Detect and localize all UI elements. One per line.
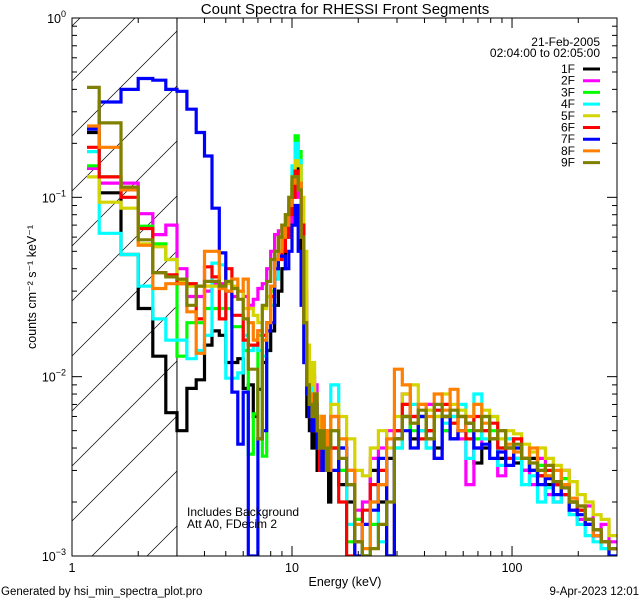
hatch-line bbox=[71, 360, 178, 467]
hatch-line bbox=[146, 525, 178, 557]
x-tick-label: 10 bbox=[285, 561, 299, 575]
legend-item-8f: 8F bbox=[561, 144, 600, 158]
footer-generated-by: Generated by hsi_min_spectra_plot.pro bbox=[1, 586, 202, 598]
legend-label: 1F bbox=[561, 62, 575, 76]
legend-item-1f: 1F bbox=[561, 62, 600, 76]
annotation-attenuator: Att A0, FDecim 2 bbox=[187, 517, 277, 531]
x-axis-label: Energy (keV) bbox=[309, 575, 382, 589]
plot-frame bbox=[71, 17, 618, 557]
hatch-line bbox=[71, 17, 136, 82]
y-tick-exponent: −3 bbox=[56, 547, 66, 557]
y-tick-label: 10−2 bbox=[42, 368, 66, 385]
y-tick-base: 10 bbox=[42, 371, 56, 385]
hatch-line bbox=[71, 17, 81, 27]
x-tick-label: 1 bbox=[69, 561, 76, 575]
footer-timestamp: 9-Apr-2023 12:01 bbox=[549, 586, 639, 598]
legend-item-2f: 2F bbox=[561, 74, 600, 88]
legend-label: 3F bbox=[561, 85, 575, 99]
legend-time-range: 02:04:00 to 02:05:00 bbox=[490, 46, 600, 60]
y-tick-label: 100 bbox=[47, 9, 66, 26]
y-tick-base: 10 bbox=[47, 12, 61, 26]
legend-item-3f: 3F bbox=[561, 85, 600, 99]
hatch-line bbox=[91, 470, 178, 557]
chart-title: Count Spectra for RHESSI Front Segments bbox=[201, 1, 489, 18]
legend-item-4f: 4F bbox=[561, 97, 600, 111]
legend-label: 9F bbox=[561, 156, 575, 170]
hatch-line bbox=[71, 195, 178, 302]
hatch-line bbox=[71, 85, 178, 192]
y-tick-exponent: −1 bbox=[56, 188, 66, 198]
hatch-line bbox=[71, 250, 178, 357]
legend-label: 4F bbox=[561, 97, 575, 111]
y-tick-label: 10−1 bbox=[42, 188, 66, 205]
hatch-line bbox=[71, 30, 178, 137]
legend-label: 6F bbox=[561, 121, 575, 135]
hatch-line bbox=[71, 305, 178, 412]
legend-label: 8F bbox=[561, 144, 575, 158]
legend-label: 7F bbox=[561, 132, 575, 146]
y-axis-label: counts cm⁻² s⁻¹ keV⁻¹ bbox=[25, 225, 39, 349]
annotation-background: Includes Background bbox=[187, 505, 299, 519]
hatch-line bbox=[71, 415, 178, 522]
legend-item-6f: 6F bbox=[561, 121, 600, 135]
legend-label: 5F bbox=[561, 109, 575, 123]
legend-item-7f: 7F bbox=[561, 132, 600, 146]
x-axis: 1 10 100 bbox=[69, 18, 618, 575]
y-tick-exponent: 0 bbox=[61, 9, 66, 19]
x-tick-label: 100 bbox=[502, 561, 523, 575]
spectrum-line-4f bbox=[87, 141, 617, 556]
y-tick-label: 10−3 bbox=[42, 547, 66, 564]
y-tick-base: 10 bbox=[42, 191, 56, 205]
legend-item-9f: 9F bbox=[561, 156, 600, 170]
y-tick-exponent: −2 bbox=[56, 368, 66, 378]
excluded-region-hatch bbox=[71, 17, 178, 557]
legend-date: 21-Feb-2005 bbox=[531, 35, 600, 49]
series-group bbox=[87, 76, 617, 556]
legend-label: 2F bbox=[561, 74, 575, 88]
y-tick-base: 10 bbox=[42, 550, 56, 564]
hatch-line bbox=[71, 140, 178, 247]
spectrum-line-9f bbox=[87, 85, 617, 556]
legend-item-5f: 5F bbox=[561, 109, 600, 123]
